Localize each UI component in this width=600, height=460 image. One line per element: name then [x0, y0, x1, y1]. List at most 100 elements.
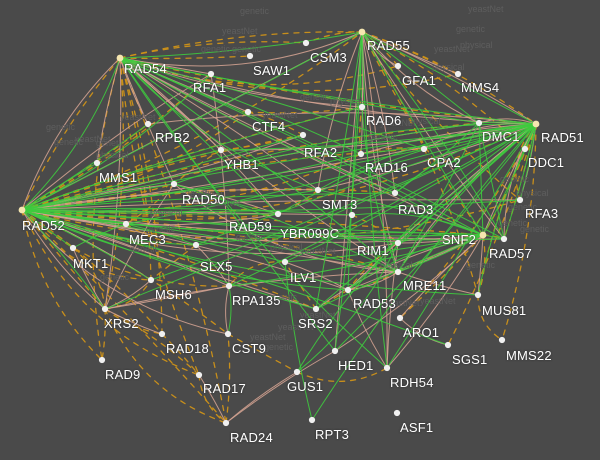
edge-label-watermark: physical	[408, 116, 441, 126]
edge-genetic	[21, 209, 399, 244]
node-gfa1[interactable]	[394, 62, 402, 70]
node-rfa2[interactable]	[299, 131, 307, 139]
node-mec3[interactable]	[122, 220, 130, 228]
node-gus1[interactable]	[293, 368, 301, 376]
node-rad17[interactable]	[195, 371, 203, 379]
node-rad53[interactable]	[344, 286, 352, 294]
edge-label-watermark: genetic	[240, 6, 270, 16]
edge-genetic	[397, 123, 537, 244]
node-mms4[interactable]	[454, 70, 462, 78]
node-rpb2[interactable]	[144, 120, 152, 128]
edge-physical	[119, 57, 399, 273]
node-rdh54[interactable]	[383, 364, 391, 372]
node-sgs1[interactable]	[444, 341, 452, 349]
node-cst9[interactable]	[224, 330, 232, 338]
edge-genetic	[119, 57, 425, 150]
edge-yeastnet	[21, 209, 484, 236]
node-hed1[interactable]	[331, 347, 339, 355]
edge-physical	[21, 209, 349, 291]
node-rad18[interactable]	[158, 330, 166, 338]
edge-genetic	[361, 31, 505, 240]
edge-genetic	[311, 123, 537, 421]
edge-physical	[317, 123, 537, 191]
node-snf2[interactable]	[479, 231, 487, 239]
nodes-layer[interactable]	[18, 28, 540, 427]
edge-physical	[360, 123, 537, 155]
node-mms1[interactable]	[93, 159, 101, 167]
edges-genetic-layer	[21, 31, 537, 421]
edge-physical	[104, 57, 122, 310]
edge-label-watermark: genetic	[466, 260, 496, 270]
node-ybr099c[interactable]	[348, 211, 356, 219]
node-rim1[interactable]	[394, 239, 402, 247]
node-srs2[interactable]	[312, 305, 320, 313]
edge-genetic	[503, 123, 537, 240]
edge-label-watermark: physical	[190, 190, 223, 200]
node-rad50[interactable]	[170, 180, 178, 188]
node-rad59[interactable]	[274, 210, 282, 218]
edge-yeastnet	[125, 183, 175, 225]
edge-label-watermark: yeastNet	[278, 322, 314, 332]
edge-genetic	[227, 285, 232, 335]
node-rad55[interactable]	[358, 28, 366, 36]
edge-yeastnet	[119, 57, 163, 335]
node-dmc1[interactable]	[475, 119, 483, 127]
edge-genetic	[317, 189, 484, 236]
node-ilv1[interactable]	[281, 258, 289, 266]
edge-genetic	[21, 192, 396, 211]
edge-genetic	[423, 123, 537, 150]
edge-physical	[397, 271, 479, 296]
node-rad9[interactable]	[98, 356, 106, 364]
node-mms22[interactable]	[498, 336, 506, 344]
node-rfa1[interactable]	[207, 70, 215, 78]
node-xrs2[interactable]	[101, 305, 109, 313]
edge-genetic	[228, 234, 484, 287]
node-cpa2[interactable]	[420, 145, 428, 153]
node-mkt1[interactable]	[69, 244, 77, 252]
node-rad51[interactable]	[532, 120, 540, 128]
node-slx5[interactable]	[192, 241, 200, 249]
edge-genetic	[386, 123, 537, 369]
edge-yeastnet	[21, 209, 152, 281]
node-rad52[interactable]	[18, 206, 26, 214]
edge-genetic	[21, 73, 212, 211]
edge-genetic	[21, 209, 152, 281]
edge-genetic	[21, 209, 479, 296]
node-aro1[interactable]	[396, 314, 404, 322]
edge-yeastnet	[351, 214, 399, 244]
node-rfa3[interactable]	[516, 196, 524, 204]
edge-genetic	[397, 234, 484, 273]
edge-genetic	[119, 57, 396, 194]
edge-genetic	[361, 31, 388, 369]
edge-yeastnet	[119, 55, 251, 60]
edge-yeastnet	[21, 209, 200, 376]
edge-yeastnet	[361, 31, 459, 75]
node-rad57[interactable]	[500, 235, 508, 243]
node-rad16[interactable]	[357, 150, 365, 158]
node-rad6[interactable]	[358, 103, 366, 111]
node-rpa135[interactable]	[225, 282, 233, 290]
node-ctf4[interactable]	[244, 108, 252, 116]
node-asf1[interactable]	[393, 409, 401, 417]
node-saw1[interactable]	[246, 52, 254, 60]
edge-physical	[173, 183, 399, 273]
node-rad3[interactable]	[391, 189, 399, 197]
edge-genetic	[119, 57, 279, 215]
edge-yeastnet	[477, 294, 503, 341]
node-msh6[interactable]	[147, 276, 155, 284]
node-mre11[interactable]	[394, 268, 402, 276]
node-rpt3[interactable]	[308, 416, 316, 424]
node-rad24[interactable]	[222, 419, 230, 427]
node-yhb1[interactable]	[217, 146, 225, 154]
node-ddc1[interactable]	[521, 145, 529, 153]
node-mus81[interactable]	[474, 291, 482, 299]
node-csm3[interactable]	[302, 39, 310, 47]
node-smt3[interactable]	[314, 186, 322, 194]
edge-genetic	[228, 123, 537, 287]
edge-yeastnet	[361, 31, 479, 296]
edge-label-watermark: genetic	[130, 244, 160, 254]
edge-physical	[317, 31, 363, 191]
edge-label-watermark: genetic	[264, 342, 294, 352]
node-rad54[interactable]	[116, 54, 124, 62]
